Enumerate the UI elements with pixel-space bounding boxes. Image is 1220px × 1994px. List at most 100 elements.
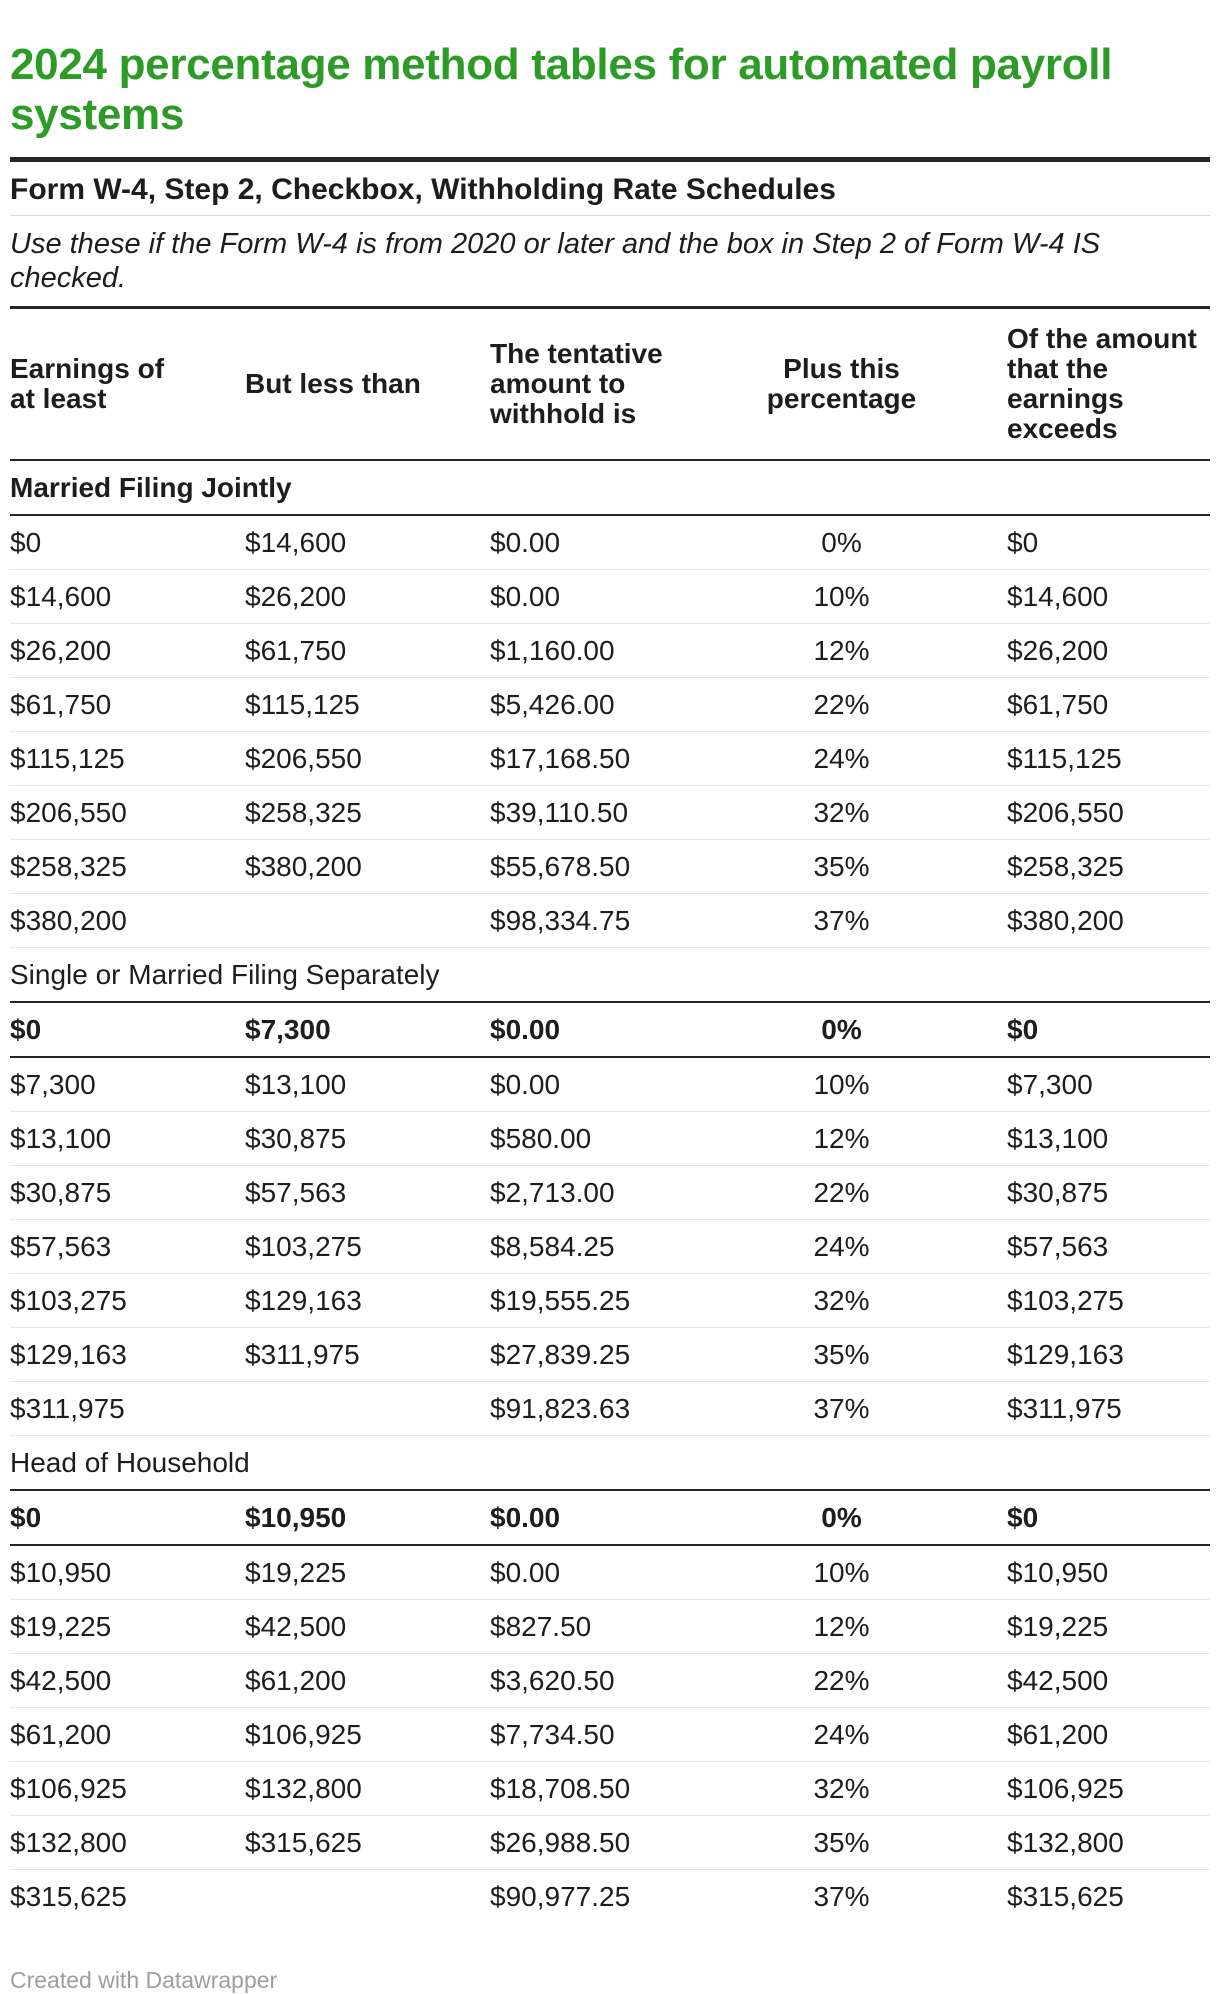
table-cell: $30,875 bbox=[1007, 1165, 1210, 1220]
table-cell: $7,300 bbox=[1007, 1057, 1210, 1112]
table-cell: $30,875 bbox=[245, 1111, 490, 1166]
table-cell: 32% bbox=[740, 1761, 1007, 1816]
table-row: $0 $7,300 $0.00 0% $0 bbox=[10, 1002, 1210, 1058]
table-cell: $106,925 bbox=[245, 1707, 490, 1762]
table-cell: $13,100 bbox=[1007, 1111, 1210, 1166]
table-row: $19,225 $42,500 $827.50 12% $19,225 bbox=[10, 1599, 1210, 1654]
table-row: $13,100 $30,875 $580.00 12% $13,100 bbox=[10, 1111, 1210, 1166]
table-cell: $311,975 bbox=[245, 1327, 490, 1382]
table-cell: $315,625 bbox=[10, 1881, 127, 1912]
column-header-plus-percentage: Plus this percentage bbox=[740, 307, 1007, 461]
table-cell: $132,800 bbox=[1007, 1815, 1210, 1870]
table-cell: 24% bbox=[740, 731, 1007, 786]
column-header-tentative-amount: The tentative amount to withhold is bbox=[490, 307, 740, 461]
column-header-but-less-than: But less than bbox=[245, 307, 490, 461]
table-row: $57,563 $103,275 $8,584.25 24% $57,563 bbox=[10, 1219, 1210, 1274]
table-cell: $380,200 bbox=[245, 839, 490, 894]
table-note: Use these if the Form W-4 is from 2020 o… bbox=[10, 228, 1101, 294]
table-row: $311,975 $91,823.63 37% $311,975 bbox=[10, 1381, 1210, 1436]
table-cell: 10% bbox=[740, 569, 1007, 624]
table-cell: $132,800 bbox=[10, 1815, 245, 1870]
table-cell: $106,925 bbox=[1007, 1761, 1210, 1816]
table-row: $10,950 $19,225 $0.00 10% $10,950 bbox=[10, 1545, 1210, 1600]
table-cell: $115,125 bbox=[10, 731, 245, 786]
table-cell: 10% bbox=[740, 1057, 1007, 1112]
table-cell: $5,426.00 bbox=[490, 677, 740, 732]
table-cell: $0.00 bbox=[490, 515, 740, 570]
table-cell: $258,325 bbox=[10, 839, 245, 894]
table-cell: $26,200 bbox=[10, 623, 245, 678]
table-cell: $206,550 bbox=[10, 785, 245, 840]
table-cell: $0 bbox=[1007, 1490, 1210, 1546]
section-label-row: Married Filing Jointly bbox=[10, 460, 1210, 516]
table-cell: 0% bbox=[740, 515, 1007, 570]
table-cell: $0.00 bbox=[490, 1545, 740, 1600]
table-cell: $14,600 bbox=[10, 569, 245, 624]
table-cell: $315,625 bbox=[1007, 1881, 1124, 1912]
table-cell bbox=[245, 893, 490, 948]
table-cell: $103,275 bbox=[10, 1273, 245, 1328]
table-cell: $311,975 bbox=[1007, 1381, 1210, 1436]
table-cell: 32% bbox=[740, 785, 1007, 840]
table-cell: 35% bbox=[740, 1327, 1007, 1382]
table-cell: $13,100 bbox=[10, 1111, 245, 1166]
table-row: $61,750 $115,125 $5,426.00 22% $61,750 bbox=[10, 677, 1210, 732]
table-row: $132,800 $315,625 $26,988.50 35% $132,800 bbox=[10, 1815, 1210, 1870]
section-label: Single or Married Filing Separately bbox=[10, 947, 1210, 1003]
table-cell: 10% bbox=[740, 1545, 1007, 1600]
table-row: $380,200 $98,334.75 37% $380,200 bbox=[10, 893, 1210, 948]
table-cell: $42,500 bbox=[245, 1599, 490, 1654]
table-cell: $0.00 bbox=[490, 1490, 740, 1546]
table-cell: $91,823.63 bbox=[490, 1381, 740, 1436]
table-header-row: Earnings of at least But less than The t… bbox=[10, 307, 1210, 461]
table-cell: $55,678.50 bbox=[490, 839, 740, 894]
table-cell: $580.00 bbox=[490, 1111, 740, 1166]
table-cell: $2,713.00 bbox=[490, 1165, 740, 1220]
table-cell: $27,839.25 bbox=[490, 1327, 740, 1382]
table-cell: $39,110.50 bbox=[490, 785, 740, 840]
table-cell: 37% bbox=[740, 1381, 1007, 1436]
table-cell: $61,750 bbox=[245, 623, 490, 678]
table-cell: $57,563 bbox=[245, 1165, 490, 1220]
table-cell: $311,975 bbox=[10, 1381, 245, 1436]
table-cell: $7,734.50 bbox=[490, 1707, 740, 1762]
table-body: Married Filing Jointly $0 $14,600 $0.00 0% $0… bbox=[10, 460, 1210, 1923]
table-cell: $17,168.50 bbox=[490, 731, 740, 786]
table-cell: $0 bbox=[10, 1002, 245, 1058]
table-cell: $42,500 bbox=[10, 1653, 245, 1708]
table-cell: $380,200 bbox=[10, 893, 245, 948]
table-cell: $61,200 bbox=[1007, 1707, 1210, 1762]
table-cell: $98,334.75 bbox=[490, 893, 740, 948]
table-cell bbox=[245, 1381, 490, 1436]
table-cell: $0 bbox=[10, 515, 245, 570]
column-header-earnings-at-least: Earnings of at least bbox=[10, 307, 245, 461]
table-cell: $258,325 bbox=[1007, 839, 1210, 894]
table-cell: 22% bbox=[740, 677, 1007, 732]
table-cell: $103,275 bbox=[245, 1219, 490, 1274]
datawrapper-table-page: 2024 percentage method tables for automa… bbox=[0, 40, 1220, 1994]
table-cell: 24% bbox=[740, 1219, 1007, 1274]
table-row: $115,125 $206,550 $17,168.50 24% $115,125 bbox=[10, 731, 1210, 786]
table-cell: $206,550 bbox=[1007, 785, 1210, 840]
table-cell: $0 bbox=[1007, 515, 1210, 570]
table-cell: $106,925 bbox=[10, 1761, 245, 1816]
table-row: $258,325 $380,200 $55,678.50 35% $258,325 bbox=[10, 839, 1210, 894]
table-row: $7,300 $13,100 $0.00 10% $7,300 bbox=[10, 1057, 1210, 1112]
table-cell: 0% bbox=[740, 1002, 1007, 1058]
table-cell: $0 bbox=[10, 1490, 245, 1546]
table-cell: 0% bbox=[740, 1490, 1007, 1546]
table-cell: $57,563 bbox=[1007, 1219, 1210, 1274]
table-row: $103,275 $129,163 $19,555.25 32% $103,275 bbox=[10, 1273, 1210, 1328]
table-cell bbox=[245, 1870, 490, 1924]
table-cell: $19,225 bbox=[10, 1599, 245, 1654]
table-cell: $129,163 bbox=[1007, 1327, 1210, 1382]
table-cell: $26,988.50 bbox=[490, 1815, 740, 1870]
table-cell: $13,100 bbox=[245, 1057, 490, 1112]
table-cell: $30,875 bbox=[10, 1165, 245, 1220]
table-cell: 12% bbox=[740, 1111, 1007, 1166]
table-row: $129,163 $311,975 $27,839.25 35% $129,163 bbox=[10, 1327, 1210, 1382]
table-cell: $90,977.25 bbox=[490, 1881, 631, 1912]
section-label-row: Head of Household bbox=[10, 1435, 1210, 1491]
table-cell: $61,200 bbox=[245, 1653, 490, 1708]
table-row: $206,550 $258,325 $39,110.50 32% $206,550 bbox=[10, 785, 1210, 840]
